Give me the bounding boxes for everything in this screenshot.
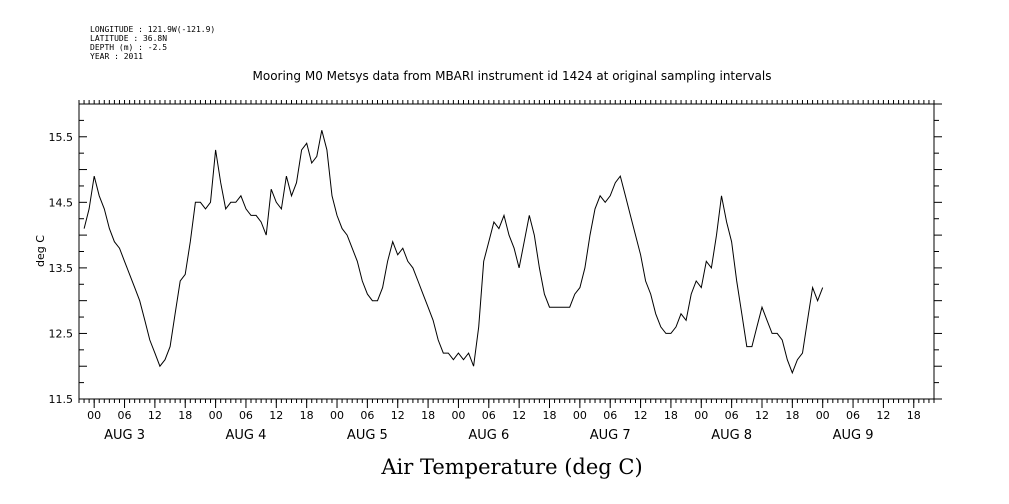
x-axis-title: Air Temperature (deg C) <box>380 455 642 479</box>
x-day-label: AUG 9 <box>833 428 874 443</box>
x-tick-label: 00 <box>330 409 344 422</box>
x-day-label: AUG 5 <box>347 428 388 443</box>
chart-title: Mooring M0 Metsys data from MBARI instru… <box>253 69 772 83</box>
x-day-label: AUG 6 <box>468 428 509 443</box>
x-tick-label: 06 <box>482 409 496 422</box>
series-group <box>83 130 824 375</box>
x-tick-label: 18 <box>178 409 192 422</box>
x-tick-label: 06 <box>239 409 253 422</box>
x-day-label: AUG 7 <box>590 428 631 443</box>
x-tick-label: 00 <box>573 409 587 422</box>
x-tick-label: 18 <box>421 409 435 422</box>
year-text: YEAR : 2011 <box>90 52 143 61</box>
x-day-label: AUG 4 <box>226 428 267 443</box>
y-tick-label: 15.5 <box>49 131 74 144</box>
x-tick-label: 00 <box>451 409 465 422</box>
longitude-text: LONGITUDE : 121.9W(-121.9) <box>90 25 215 34</box>
depth-text: DEPTH (m) : -2.5 <box>90 43 167 52</box>
y-tick-label: 14.5 <box>49 196 74 209</box>
plot-frame <box>78 103 935 400</box>
x-tick-label: 18 <box>907 409 921 422</box>
x-tick-label: 18 <box>785 409 799 422</box>
x-tick-label: 12 <box>391 409 405 422</box>
x-tick-label: 00 <box>209 409 223 422</box>
x-day-label: AUG 8 <box>711 428 752 443</box>
x-tick-label: 12 <box>512 409 526 422</box>
x-tick-label: 00 <box>816 409 830 422</box>
x-tick-label: 00 <box>87 409 101 422</box>
x-tick-label: 06 <box>360 409 374 422</box>
x-tick-label: 06 <box>118 409 132 422</box>
x-tick-label: 06 <box>846 409 860 422</box>
x-tick-label: 18 <box>543 409 557 422</box>
latitude-text: LATITUDE : 36.8N <box>90 34 167 43</box>
x-day-label: AUG 3 <box>104 428 145 443</box>
y-tick-label: 11.5 <box>49 393 74 406</box>
y-axis-label: deg C <box>34 235 47 267</box>
x-tick-label: 18 <box>664 409 678 422</box>
x-tick-label: 00 <box>694 409 708 422</box>
axis-ticks: 00 06 12 18 00 06 12 18 00 06 12 18 00 06 12 18 00 06 12 18… <box>49 100 942 443</box>
x-tick-label: 12 <box>876 409 890 422</box>
x-tick-label: 06 <box>725 409 739 422</box>
x-tick-label: 18 <box>300 409 314 422</box>
x-tick-label: 12 <box>148 409 162 422</box>
metadata-block: LONGITUDE : 121.9W(-121.9) LATITUDE : 36… <box>90 25 215 61</box>
x-tick-label: 12 <box>634 409 648 422</box>
x-tick-label: 12 <box>269 409 283 422</box>
y-tick-label: 12.5 <box>49 327 74 340</box>
x-tick-label: 06 <box>603 409 617 422</box>
x-tick-label: 12 <box>755 409 769 422</box>
air-temperature-line <box>83 130 824 375</box>
y-tick-label: 13.5 <box>49 262 74 275</box>
